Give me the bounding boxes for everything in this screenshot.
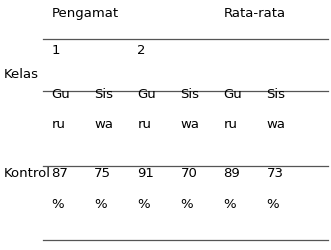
Text: Sis: Sis: [266, 88, 285, 101]
Text: Pengamat: Pengamat: [51, 7, 118, 20]
Text: ru: ru: [223, 118, 237, 131]
Text: ru: ru: [51, 118, 65, 131]
Text: 75: 75: [94, 167, 111, 180]
Text: %: %: [51, 198, 64, 211]
Text: Gu: Gu: [137, 88, 156, 101]
Text: 73: 73: [266, 167, 283, 180]
Text: Gu: Gu: [223, 88, 242, 101]
Text: Gu: Gu: [51, 88, 70, 101]
Text: Kelas: Kelas: [3, 68, 38, 82]
Text: %: %: [180, 198, 193, 211]
Text: 87: 87: [51, 167, 68, 180]
Text: %: %: [94, 198, 107, 211]
Text: Sis: Sis: [94, 88, 113, 101]
Text: 91: 91: [137, 167, 154, 180]
Text: 70: 70: [180, 167, 197, 180]
Text: wa: wa: [94, 118, 113, 131]
Text: ru: ru: [137, 118, 151, 131]
Text: 1: 1: [51, 44, 60, 58]
Text: Rata-rata: Rata-rata: [223, 7, 286, 20]
Text: %: %: [223, 198, 236, 211]
Text: 2: 2: [137, 44, 146, 58]
Text: 89: 89: [223, 167, 240, 180]
Text: %: %: [266, 198, 279, 211]
Text: Kontrol: Kontrol: [3, 167, 50, 180]
Text: Sis: Sis: [180, 88, 199, 101]
Text: wa: wa: [180, 118, 199, 131]
Text: %: %: [137, 198, 150, 211]
Text: wa: wa: [266, 118, 285, 131]
